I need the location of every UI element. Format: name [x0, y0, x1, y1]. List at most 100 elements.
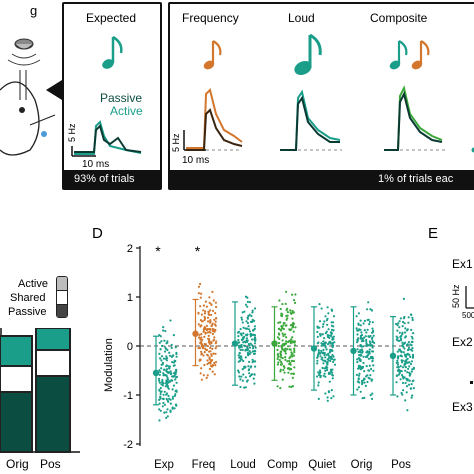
data-point [396, 324, 399, 327]
data-point [363, 370, 366, 373]
data-point [359, 337, 362, 340]
data-point [167, 387, 170, 390]
data-point [319, 355, 322, 358]
data-point [171, 388, 174, 391]
data-point [400, 354, 403, 357]
data-point [237, 344, 240, 347]
data-point [293, 366, 296, 369]
data-point [370, 378, 374, 381]
data-point [159, 393, 162, 396]
data-point [214, 312, 217, 315]
data-point [326, 306, 329, 309]
data-point [408, 361, 411, 364]
data-point [365, 340, 368, 343]
data-point [365, 375, 368, 378]
data-point [398, 326, 401, 329]
data-point [238, 356, 241, 359]
data-point [251, 309, 254, 312]
data-point [409, 355, 412, 358]
data-point [245, 320, 248, 323]
data-point [210, 354, 213, 357]
data-point [280, 360, 283, 363]
data-point [240, 375, 243, 378]
data-point [197, 285, 201, 288]
data-point [359, 324, 362, 327]
data-point [207, 334, 210, 337]
data-point [162, 326, 165, 329]
data-point [162, 357, 166, 360]
data-point [290, 338, 293, 341]
data-point [252, 328, 255, 332]
title-composite: Composite [370, 11, 428, 25]
x-tick-label: Orig [351, 459, 373, 471]
data-point [406, 328, 409, 331]
data-point [404, 336, 407, 339]
data-point [170, 346, 173, 349]
data-point [396, 363, 400, 366]
data-point [172, 384, 175, 387]
bar-orig [0, 335, 33, 453]
data-point [294, 293, 297, 296]
data-point [332, 358, 336, 361]
data-point [160, 367, 163, 370]
data-point [327, 334, 330, 337]
data-point [239, 348, 242, 351]
data-point [292, 321, 295, 325]
data-point [279, 350, 282, 354]
data-point [246, 349, 249, 352]
data-point [371, 357, 374, 360]
data-point [253, 334, 256, 337]
data-point [395, 374, 399, 377]
data-point [322, 351, 325, 354]
data-point [165, 364, 168, 367]
data-point [286, 367, 289, 370]
data-point [248, 360, 251, 363]
data-point [290, 341, 293, 344]
data-point [247, 365, 250, 368]
data-point [284, 302, 287, 305]
data-point [204, 310, 207, 313]
data-point [280, 327, 284, 330]
data-point [276, 357, 279, 360]
data-point [363, 381, 366, 384]
data-point [372, 329, 375, 332]
data-point [279, 370, 282, 373]
data-point [404, 360, 407, 363]
data-point [365, 365, 368, 368]
data-point [326, 363, 329, 366]
legend-swatches [56, 276, 68, 318]
data-point [201, 338, 204, 341]
data-point [171, 379, 174, 382]
data-point [242, 373, 245, 376]
data-point [320, 349, 323, 352]
data-point [333, 363, 337, 366]
data-point [205, 376, 208, 379]
data-point [322, 344, 325, 347]
data-point [404, 369, 407, 372]
data-point [396, 350, 399, 353]
data-point [328, 356, 331, 359]
data-point [161, 361, 164, 364]
data-point [324, 332, 327, 335]
significance-star: * [195, 243, 201, 259]
data-point [246, 300, 249, 303]
data-point [411, 337, 414, 340]
data-point [327, 390, 330, 393]
data-point [208, 356, 211, 359]
data-point [401, 333, 404, 336]
data-point [361, 397, 364, 400]
data-point [206, 316, 210, 319]
data-point [365, 351, 368, 354]
data-point [166, 415, 169, 418]
data-point [167, 371, 170, 374]
bar-label-pos: Pos [40, 457, 61, 471]
data-point [364, 384, 367, 387]
data-point [276, 385, 279, 388]
data-point [285, 348, 289, 351]
data-point [368, 340, 371, 343]
data-point [168, 397, 171, 400]
data-point [211, 309, 215, 312]
data-point [404, 366, 407, 369]
data-point [206, 374, 209, 377]
data-point [252, 377, 255, 380]
